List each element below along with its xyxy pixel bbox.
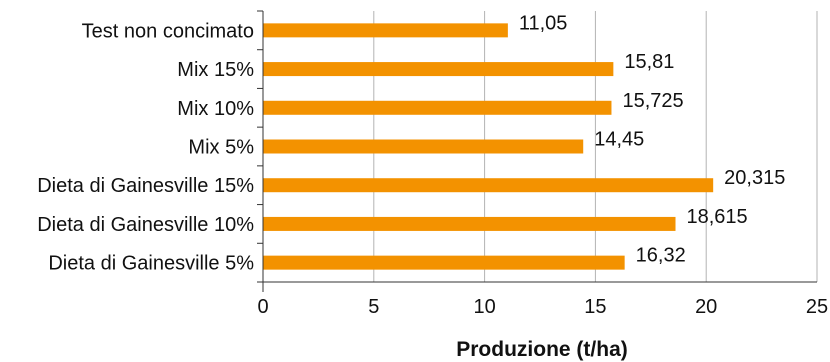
- bar: [263, 23, 508, 38]
- bar: [263, 255, 625, 270]
- data-label: 16,32: [636, 245, 686, 267]
- x-axis-title: Produzione (t/ha): [456, 338, 628, 361]
- data-label: 20,315: [724, 167, 785, 189]
- x-tick-label: 20: [695, 296, 717, 318]
- x-tick-label: 5: [368, 296, 379, 318]
- category-label: Test non concimato: [82, 20, 254, 42]
- category-label: Mix 10%: [177, 98, 254, 120]
- data-label: 15,725: [622, 90, 683, 112]
- x-tick-label: 0: [257, 296, 268, 318]
- bar: [263, 178, 714, 193]
- x-tick-label: 10: [473, 296, 495, 318]
- data-label: 18,615: [687, 206, 748, 228]
- bars: [263, 23, 714, 270]
- gridlines: [373, 11, 818, 282]
- bar: [263, 62, 614, 77]
- bar: [263, 139, 584, 154]
- axes: [257, 10, 817, 292]
- x-tick-labels: 0 5 10 15 20 25: [257, 296, 828, 318]
- bar: [263, 216, 676, 231]
- data-label: 11,05: [519, 12, 568, 34]
- category-label: Mix 5%: [188, 137, 254, 159]
- data-label: 15,81: [624, 51, 674, 73]
- category-label: Dieta di Gainesville 5%: [48, 253, 254, 275]
- category-label: Dieta di Gainesville 10%: [37, 214, 254, 236]
- x-tick-label: 15: [584, 296, 606, 318]
- category-label: Dieta di Gainesville 15%: [37, 175, 254, 197]
- bar: [263, 100, 612, 115]
- data-label: 14,45: [594, 129, 644, 151]
- category-labels: Test non concimato Mix 15% Mix 10% Mix 5% Di…: [37, 20, 254, 274]
- x-tick-label: 25: [806, 296, 828, 318]
- category-label: Mix 15%: [177, 59, 254, 81]
